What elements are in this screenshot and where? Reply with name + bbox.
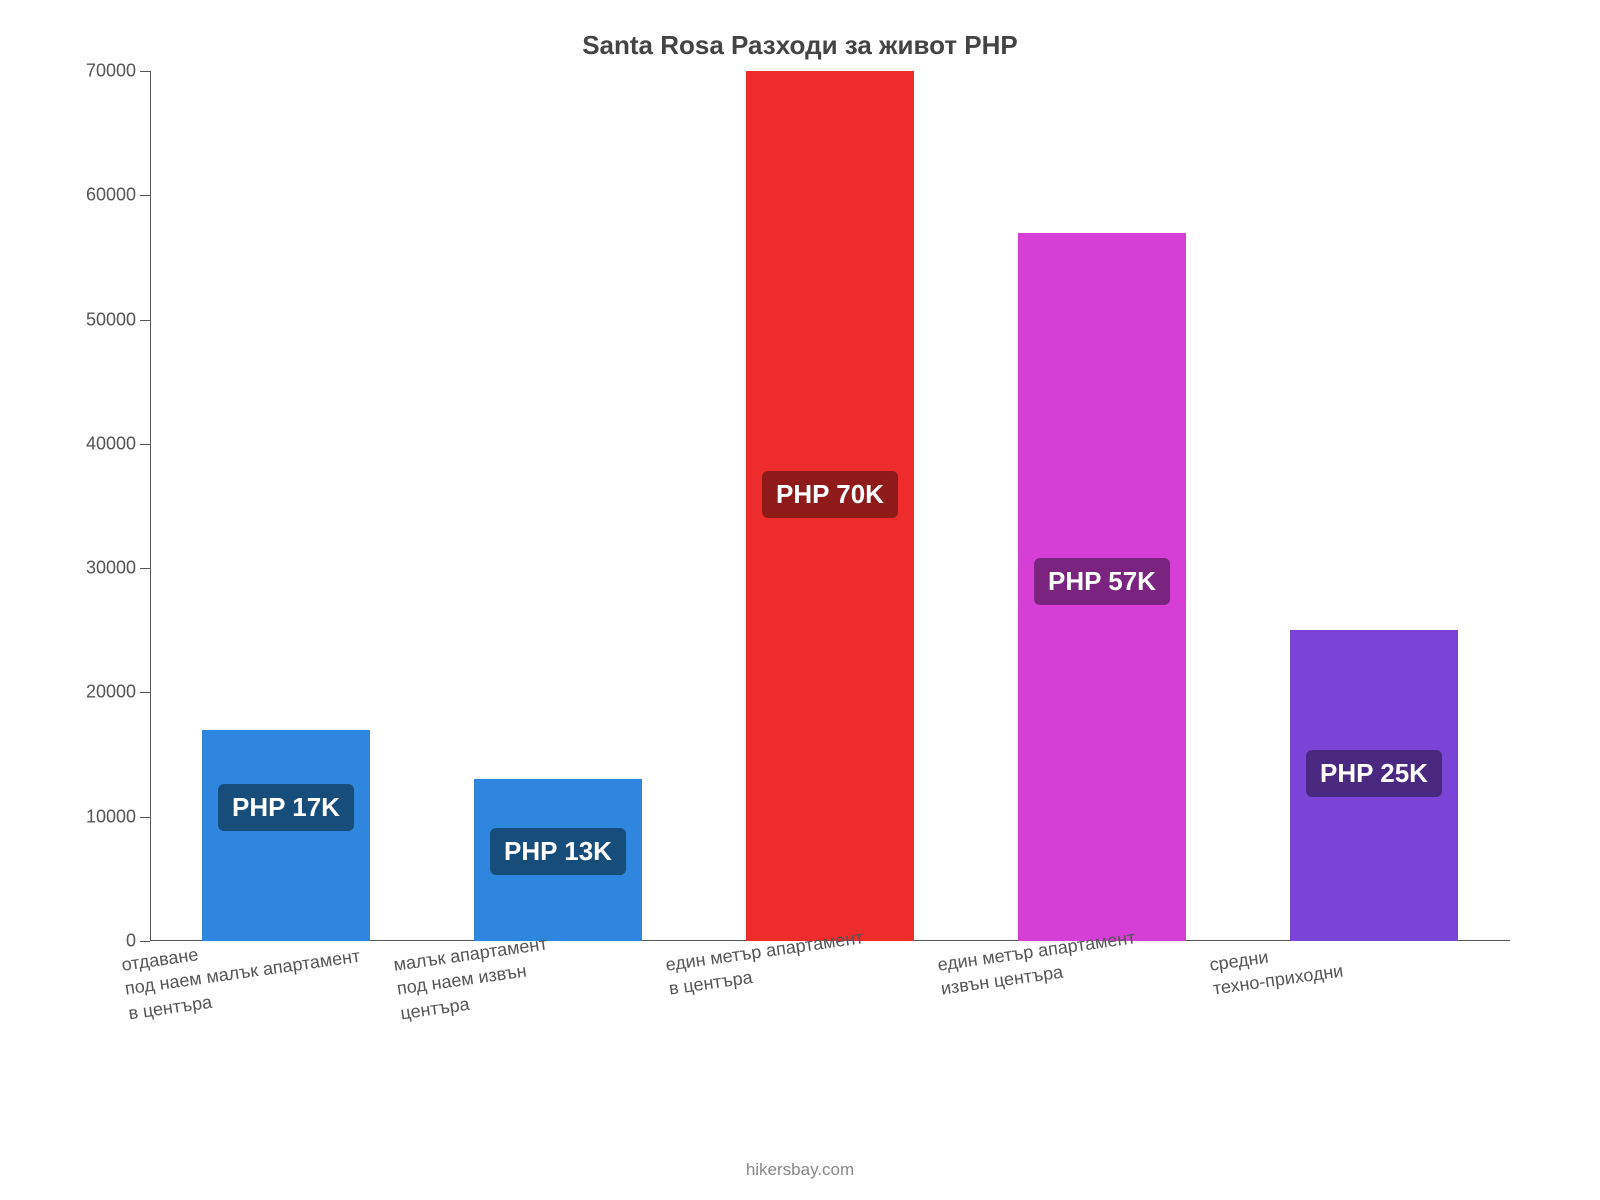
x-tick-label: малък апартамент под наем извън центъра	[392, 931, 556, 1025]
y-tick-label: 10000	[86, 806, 136, 827]
y-tick	[140, 71, 150, 72]
chart-container: Santa Rosa Разходи за живот PHP 01000020…	[60, 30, 1540, 1130]
y-tick-label: 50000	[86, 309, 136, 330]
x-labels-group: отдаване под наем малък апартамент в цен…	[150, 941, 1510, 1081]
y-tick	[140, 941, 150, 942]
plot-area: 010000200003000040000500006000070000 PHP…	[150, 71, 1510, 941]
value-badge: PHP 25K	[1306, 750, 1442, 797]
y-tick	[140, 444, 150, 445]
y-tick	[140, 568, 150, 569]
chart-title: Santa Rosa Разходи за живот PHP	[60, 30, 1540, 61]
y-tick-label: 30000	[86, 558, 136, 579]
y-tick-label: 60000	[86, 185, 136, 206]
attribution: hikersbay.com	[60, 1160, 1540, 1180]
y-tick-label: 20000	[86, 682, 136, 703]
y-tick-label: 40000	[86, 433, 136, 454]
value-badge: PHP 70K	[762, 471, 898, 518]
y-tick	[140, 817, 150, 818]
value-badge: PHP 17K	[218, 784, 354, 831]
y-tick	[140, 692, 150, 693]
x-tick-label: средни техно-приходни	[1208, 935, 1345, 1001]
y-tick-label: 0	[126, 931, 136, 952]
value-badge: PHP 13K	[490, 828, 626, 875]
y-tick-label: 70000	[86, 61, 136, 82]
bar	[202, 730, 371, 941]
value-badge: PHP 57K	[1034, 558, 1170, 605]
y-tick	[140, 320, 150, 321]
y-tick	[140, 195, 150, 196]
bars-group: PHP 17K PHP 13K PHP 70K PHP 57K PHP 25K	[150, 71, 1510, 941]
